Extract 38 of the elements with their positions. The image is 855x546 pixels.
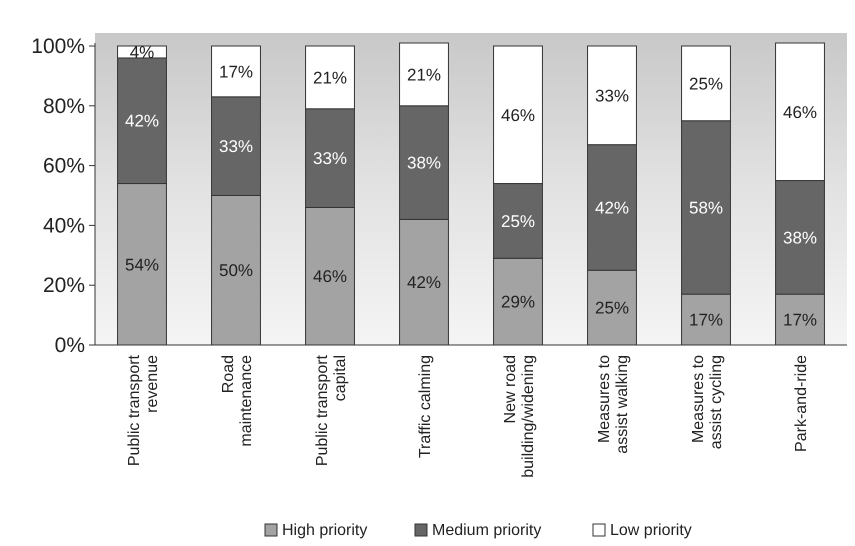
- y-tick-label: 0%: [54, 334, 85, 357]
- data-label: 25%: [500, 212, 536, 231]
- data-label: 42%: [124, 112, 160, 131]
- y-tick-label: 20%: [42, 274, 85, 298]
- x-tick-label: Public transport revenue: [126, 354, 161, 466]
- data-label: 33%: [594, 86, 630, 106]
- data-label: 54%: [124, 255, 160, 274]
- x-tick-label: Public transport capital: [314, 354, 349, 466]
- x-tick-label: Park-and-ride: [793, 354, 810, 452]
- data-label: 46%: [782, 102, 818, 122]
- x-tick-label: New road building/widening: [502, 355, 537, 478]
- y-tick-label: 80%: [42, 94, 85, 118]
- legend-label: Low priority: [610, 522, 692, 539]
- data-label: 42%: [594, 198, 630, 218]
- data-label: 25%: [594, 298, 630, 318]
- data-label: 29%: [500, 292, 536, 312]
- data-label: 46%: [500, 106, 536, 125]
- data-label: 17%: [688, 310, 724, 330]
- y-tick-label: 60%: [42, 154, 85, 178]
- legend-label: High priority: [282, 522, 368, 539]
- data-label: 38%: [406, 154, 442, 173]
- data-label: 17%: [218, 62, 254, 82]
- data-label: 50%: [218, 261, 254, 280]
- data-label: 17%: [782, 310, 818, 330]
- x-tick-label: Traffic calming: [417, 355, 434, 458]
- data-label: 58%: [688, 198, 724, 218]
- data-label: 4%: [130, 42, 154, 62]
- data-label: 21%: [312, 68, 348, 88]
- y-tick-label: 100%: [31, 34, 85, 58]
- data-label: 38%: [782, 228, 818, 248]
- data-label: 33%: [218, 137, 254, 156]
- y-tick-label: 40%: [42, 214, 85, 238]
- data-label: 21%: [406, 65, 442, 84]
- data-label: 46%: [312, 267, 348, 286]
- data-label: 42%: [406, 273, 442, 292]
- data-label: 25%: [688, 74, 724, 94]
- data-label: 33%: [312, 149, 348, 168]
- legend-label: Medium priority: [432, 522, 542, 539]
